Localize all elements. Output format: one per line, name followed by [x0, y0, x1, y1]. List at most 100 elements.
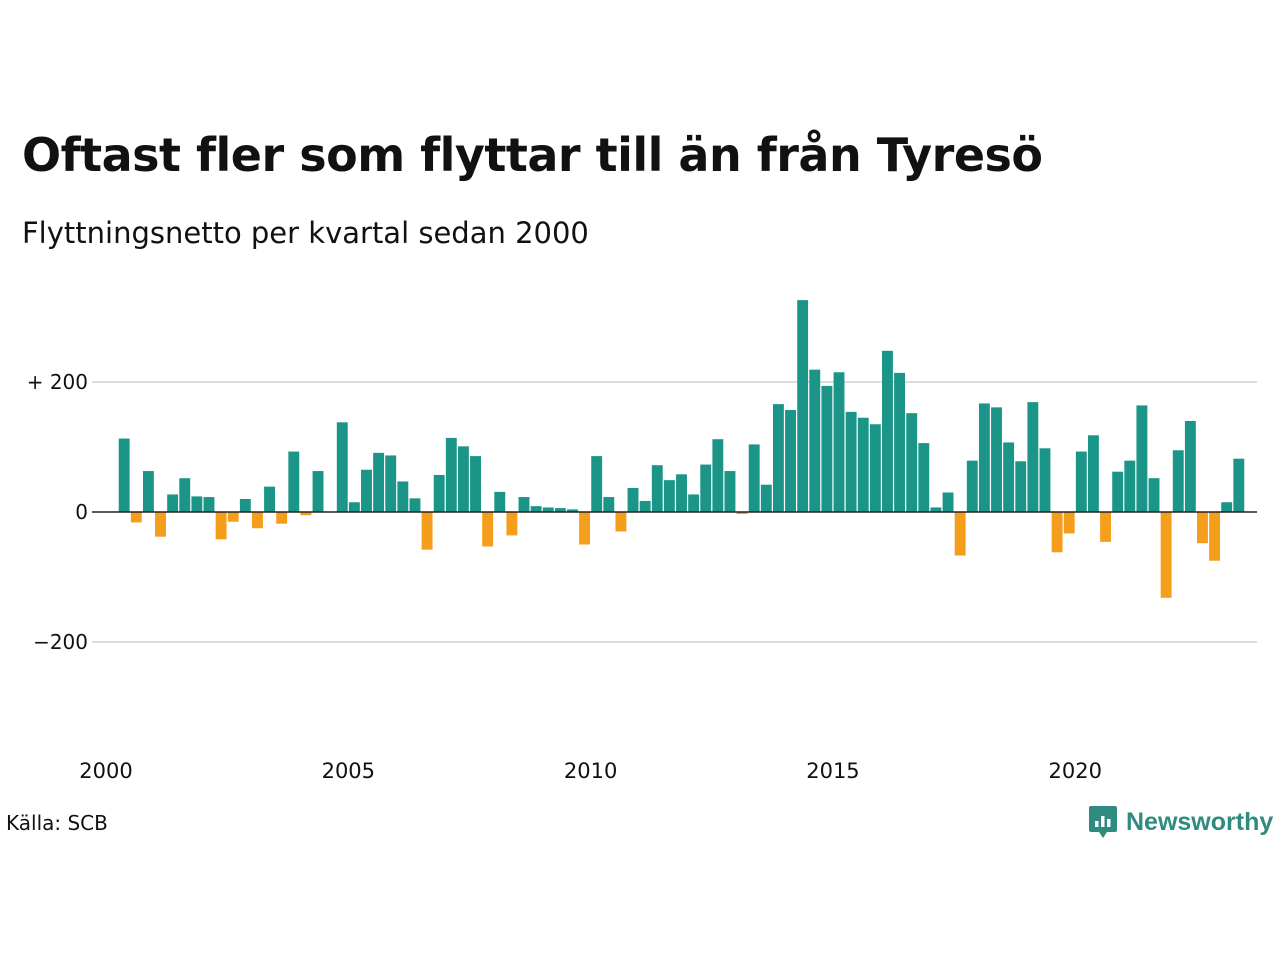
bar-negative [252, 512, 263, 529]
bar-positive [336, 422, 348, 512]
bar-negative [579, 512, 591, 545]
bar-positive [833, 372, 845, 512]
bar-negative [215, 512, 227, 540]
bar-positive [1233, 458, 1245, 512]
bar-positive [361, 469, 372, 512]
bar-positive [663, 480, 675, 512]
bar-negative [1160, 512, 1172, 598]
bar-positive [1221, 502, 1233, 512]
chart-subtitle: Flyttningsnetto per kvartal sedan 2000 [22, 216, 589, 250]
newsworthy-logo: Newsworthy [1088, 804, 1273, 840]
bar-positive [1075, 451, 1087, 512]
bar-positive [554, 508, 566, 512]
bar-positive [869, 424, 881, 512]
x-tick-label: 2010 [564, 759, 617, 783]
bar-positive [712, 439, 724, 512]
bar-positive [373, 452, 385, 512]
bar-positive [906, 413, 918, 512]
bar-positive [785, 409, 796, 512]
x-tick-label: 2020 [1049, 759, 1102, 783]
newsworthy-logo-text: Newsworthy [1126, 807, 1274, 836]
bar-positive [264, 486, 276, 512]
bar-negative [1051, 512, 1063, 553]
bar-positive [191, 496, 203, 512]
bar-positive [821, 385, 833, 512]
bar-positive [385, 455, 397, 512]
bar-positive [688, 494, 700, 512]
bar-negative [276, 512, 288, 524]
bar-positive [1184, 421, 1196, 512]
bar-negative [1063, 512, 1075, 534]
bar-positive [930, 507, 942, 512]
bar-positive [991, 407, 1002, 512]
y-tick-label: + 200 [27, 370, 88, 394]
bar-positive [966, 460, 978, 512]
bar-positive [676, 474, 687, 512]
bar-positive [1172, 450, 1184, 512]
bar-positive [167, 494, 179, 512]
bar-negative [300, 512, 312, 516]
bar-chart: + 200 0 −200 2000 2005 2010 2015 2020 [27, 300, 1257, 783]
bar-negative [1197, 512, 1208, 544]
bar-positive [748, 444, 760, 512]
y-tick-label: −200 [33, 630, 88, 654]
bar-positive [348, 502, 360, 512]
bar-positive [1148, 478, 1160, 512]
bar-positive [724, 471, 736, 512]
bar-positive [760, 484, 772, 512]
bar-positive [797, 300, 809, 512]
bar-positive [591, 456, 603, 512]
chart-title: Oftast fler som flyttar till än från Tyr… [22, 128, 1043, 182]
bar-positive [978, 403, 990, 512]
bar-positive [409, 498, 421, 512]
bar-positive [179, 478, 191, 512]
bar-positive [1027, 402, 1039, 512]
bar-positive [772, 404, 784, 512]
bar-positive [882, 350, 893, 512]
bar-positive [567, 509, 578, 512]
bar-positive [942, 492, 954, 512]
bar-positive [288, 451, 300, 512]
bar-positive [809, 369, 821, 512]
bar-positive [494, 491, 506, 512]
bar-positive [603, 497, 615, 512]
y-tick-label: 0 [75, 500, 88, 524]
axis-layer: + 200 0 −200 2000 2005 2010 2015 2020 [27, 370, 1257, 783]
bar-negative [155, 512, 166, 537]
bar-positive [639, 500, 651, 512]
newsworthy-logo-icon [1089, 806, 1117, 838]
bar-negative [736, 512, 748, 514]
bar-positive [1015, 461, 1027, 512]
source-label: Källa: SCB [6, 811, 108, 835]
x-tick-label: 2015 [806, 759, 859, 783]
bar-positive [203, 497, 215, 512]
bar-positive [445, 437, 457, 512]
bar-positive [142, 471, 154, 512]
bar-positive [470, 456, 481, 512]
bar-negative [506, 512, 518, 536]
bar-positive [1087, 435, 1099, 512]
bar-positive [857, 417, 869, 512]
bar-negative [130, 512, 142, 523]
x-tick-label: 2000 [79, 759, 132, 783]
bar-positive [1003, 442, 1015, 512]
bar-negative [1209, 512, 1221, 561]
x-tick-label: 2005 [322, 759, 375, 783]
bar-negative [1100, 512, 1111, 542]
bar-layer [118, 300, 1245, 598]
bar-positive [627, 487, 639, 512]
bar-negative [615, 512, 627, 532]
bar-positive [530, 506, 542, 512]
bar-positive [894, 372, 906, 512]
bar-negative [421, 512, 433, 550]
bar-positive [239, 499, 251, 512]
bar-positive [457, 446, 469, 512]
bar-positive [918, 443, 930, 512]
bar-positive [1124, 460, 1136, 512]
bar-positive [118, 438, 130, 512]
bar-positive [1039, 448, 1051, 512]
bar-positive [518, 497, 530, 512]
bar-positive [1112, 471, 1124, 512]
bar-positive [312, 471, 324, 512]
bar-positive [651, 465, 663, 512]
